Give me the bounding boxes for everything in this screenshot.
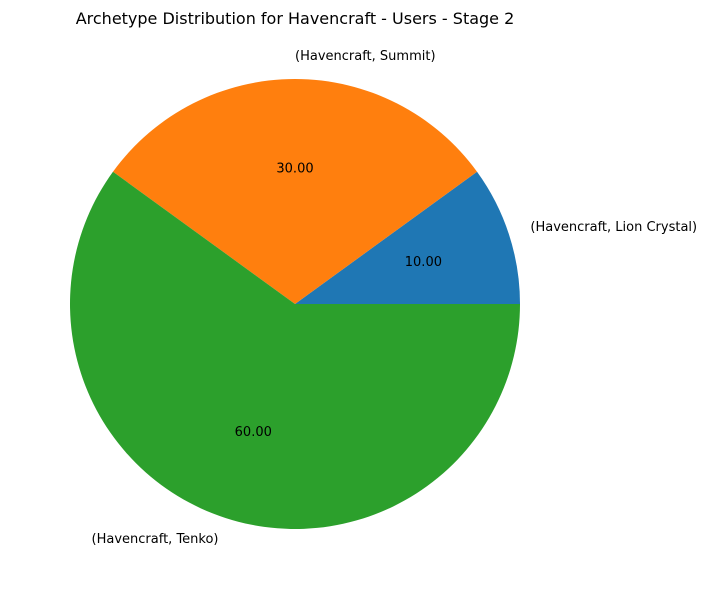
chart-title: Archetype Distribution for Havencraft - … (76, 9, 515, 28)
slice-label-3: (Havencraft, Tenko) (92, 532, 219, 547)
pie-slice-2 (112, 79, 478, 304)
pie-labels: (Havencraft, Lion Crystal) 10.00 (Havencra… (92, 49, 698, 547)
slice-label-2: (Havencraft, Summit) (295, 49, 436, 64)
slice-value-label-2: 30.00 (276, 162, 313, 177)
slice-value-label-3: 60.00 (235, 425, 272, 440)
slice-label-1: (Havencraft, Lion Crystal) (530, 220, 697, 235)
slice-value-label-1: 10.00 (405, 255, 442, 270)
pie-slices (70, 79, 521, 530)
pie-slice-1 (295, 171, 520, 304)
pie-slice-3 (70, 171, 521, 530)
